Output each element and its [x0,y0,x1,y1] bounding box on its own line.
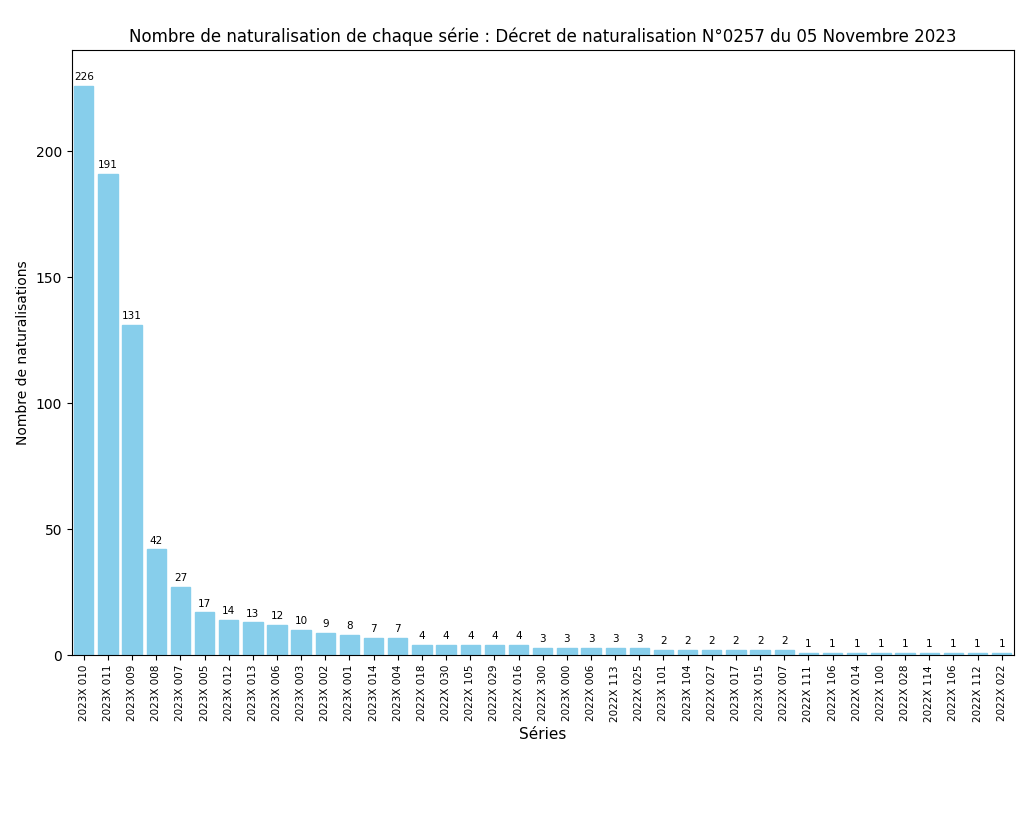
Text: 8: 8 [346,622,353,632]
Text: 1: 1 [878,639,884,648]
Bar [774,650,794,655]
Bar [751,650,770,655]
Text: 1: 1 [998,639,1005,648]
Bar [605,648,625,655]
Text: 4: 4 [419,632,425,642]
Y-axis label: Nombre de naturalisations: Nombre de naturalisations [16,260,30,445]
Text: 14: 14 [222,606,236,617]
Bar [388,638,408,655]
Bar [461,645,480,655]
X-axis label: Séries: Séries [519,727,566,742]
Text: 17: 17 [198,599,211,608]
Bar [292,630,311,655]
Text: 2: 2 [684,637,691,647]
Bar [340,635,359,655]
Text: 2: 2 [732,637,739,647]
Text: 226: 226 [74,72,93,82]
Bar [484,645,504,655]
Bar [895,653,914,655]
Bar [968,653,987,655]
Bar [195,612,214,655]
Text: 2: 2 [757,637,764,647]
Bar [823,653,843,655]
Text: 9: 9 [322,619,329,628]
Bar [920,653,939,655]
Text: 27: 27 [174,574,187,583]
Bar [582,648,601,655]
Text: 1: 1 [974,639,981,648]
Text: 3: 3 [612,634,618,643]
Text: 7: 7 [371,624,377,633]
Bar [799,653,818,655]
Text: 4: 4 [442,632,450,642]
Bar [630,648,649,655]
Bar [98,174,118,655]
Text: 1: 1 [829,639,836,648]
Text: 2: 2 [709,637,715,647]
Text: 191: 191 [98,160,118,171]
Bar [74,86,93,655]
Text: 3: 3 [588,634,594,643]
Text: 12: 12 [270,612,284,622]
Text: 3: 3 [563,634,570,643]
Text: 4: 4 [515,632,522,642]
Bar [534,648,552,655]
Text: 1: 1 [853,639,860,648]
Text: 10: 10 [295,617,308,627]
Bar [654,650,673,655]
Text: 2: 2 [660,637,667,647]
Text: 13: 13 [246,609,259,618]
Bar [847,653,866,655]
Bar [944,653,963,655]
Bar [123,325,141,655]
Bar [557,648,577,655]
Text: 42: 42 [150,536,163,546]
Title: Nombre de naturalisation de chaque série : Décret de naturalisation N°0257 du 05: Nombre de naturalisation de chaque série… [129,28,956,46]
Text: 1: 1 [926,639,933,648]
Bar [315,633,335,655]
Bar [509,645,528,655]
Bar [146,549,166,655]
Bar [413,645,431,655]
Text: 3: 3 [636,634,643,643]
Text: 131: 131 [122,312,142,322]
Text: 1: 1 [902,639,908,648]
Bar [726,650,745,655]
Bar [678,650,697,655]
Text: 1: 1 [805,639,812,648]
Bar [267,625,287,655]
Text: 4: 4 [492,632,498,642]
Bar [364,638,383,655]
Text: 1: 1 [950,639,956,648]
Bar [992,653,1012,655]
Text: 2: 2 [781,637,787,647]
Bar [243,622,262,655]
Text: 3: 3 [540,634,546,643]
Bar [436,645,456,655]
Bar [219,620,239,655]
Bar [171,587,190,655]
Bar [702,650,722,655]
Text: 4: 4 [467,632,473,642]
Bar [871,653,891,655]
Text: 7: 7 [394,624,401,633]
